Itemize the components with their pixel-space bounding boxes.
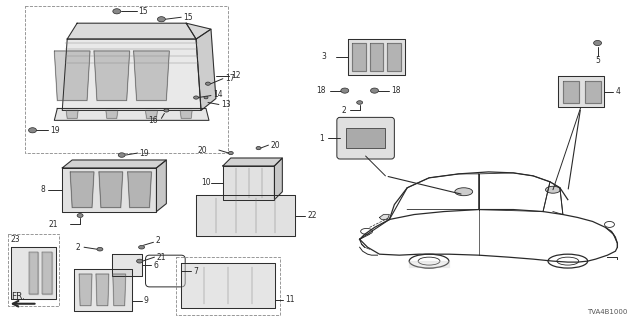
Polygon shape xyxy=(145,110,157,118)
Text: 20: 20 xyxy=(271,140,280,150)
Polygon shape xyxy=(112,254,141,276)
Ellipse shape xyxy=(194,96,198,99)
Polygon shape xyxy=(352,43,365,71)
Text: 5: 5 xyxy=(595,56,600,65)
Text: 11: 11 xyxy=(285,295,295,304)
Text: 1: 1 xyxy=(319,134,324,143)
Ellipse shape xyxy=(356,101,363,104)
Ellipse shape xyxy=(113,9,121,14)
Text: 21: 21 xyxy=(156,253,166,262)
Polygon shape xyxy=(62,39,201,110)
Polygon shape xyxy=(66,110,78,118)
Text: 12: 12 xyxy=(231,71,240,80)
Ellipse shape xyxy=(77,213,83,218)
Polygon shape xyxy=(196,195,295,236)
Bar xyxy=(176,257,280,315)
Polygon shape xyxy=(62,168,156,212)
Polygon shape xyxy=(186,23,211,39)
Polygon shape xyxy=(156,160,166,212)
Ellipse shape xyxy=(136,259,143,263)
Text: 3: 3 xyxy=(321,52,326,61)
Polygon shape xyxy=(223,158,282,166)
Ellipse shape xyxy=(228,151,233,155)
Bar xyxy=(346,128,385,148)
Ellipse shape xyxy=(455,188,473,196)
Ellipse shape xyxy=(371,88,378,93)
Text: 7: 7 xyxy=(193,267,198,276)
Polygon shape xyxy=(67,23,196,39)
Text: 15: 15 xyxy=(183,13,193,22)
Ellipse shape xyxy=(545,186,561,193)
Text: 15: 15 xyxy=(139,7,148,16)
Polygon shape xyxy=(128,172,152,208)
Text: 2: 2 xyxy=(156,236,160,245)
Polygon shape xyxy=(134,51,170,100)
Text: 8: 8 xyxy=(40,185,45,194)
Polygon shape xyxy=(99,172,123,208)
Polygon shape xyxy=(11,247,56,299)
Ellipse shape xyxy=(139,245,145,249)
Text: 19: 19 xyxy=(140,148,149,157)
Ellipse shape xyxy=(97,247,103,251)
Text: 16: 16 xyxy=(148,116,158,125)
Text: 19: 19 xyxy=(51,126,60,135)
Polygon shape xyxy=(42,252,52,294)
Text: 21: 21 xyxy=(49,220,58,229)
Polygon shape xyxy=(94,51,130,100)
Polygon shape xyxy=(70,172,94,208)
Text: 13: 13 xyxy=(221,100,230,109)
Bar xyxy=(24,6,228,153)
Polygon shape xyxy=(585,81,600,102)
Polygon shape xyxy=(558,76,604,108)
Polygon shape xyxy=(54,51,90,100)
Text: 22: 22 xyxy=(307,211,317,220)
Polygon shape xyxy=(74,269,132,311)
Ellipse shape xyxy=(341,88,349,93)
Ellipse shape xyxy=(118,153,125,157)
Polygon shape xyxy=(62,160,166,168)
Text: 20: 20 xyxy=(197,146,207,155)
Text: 4: 4 xyxy=(616,87,620,96)
Text: 9: 9 xyxy=(143,296,148,305)
Ellipse shape xyxy=(256,147,261,150)
Polygon shape xyxy=(275,158,282,200)
Polygon shape xyxy=(29,252,38,294)
Text: 23: 23 xyxy=(11,235,20,244)
Bar xyxy=(8,234,60,306)
Text: 14: 14 xyxy=(213,90,223,99)
Polygon shape xyxy=(180,110,192,118)
Text: TVA4B1000: TVA4B1000 xyxy=(587,309,627,315)
Text: 18: 18 xyxy=(316,86,326,95)
Ellipse shape xyxy=(594,40,602,46)
Text: 2: 2 xyxy=(76,243,80,252)
Polygon shape xyxy=(113,274,125,306)
Polygon shape xyxy=(196,29,216,110)
Polygon shape xyxy=(348,39,405,75)
Polygon shape xyxy=(563,81,579,102)
Text: 10: 10 xyxy=(201,178,211,187)
Polygon shape xyxy=(387,43,401,71)
Polygon shape xyxy=(223,166,275,200)
Polygon shape xyxy=(96,274,109,306)
Ellipse shape xyxy=(205,82,211,85)
Text: 6: 6 xyxy=(154,260,158,269)
FancyBboxPatch shape xyxy=(337,117,394,159)
Polygon shape xyxy=(106,110,118,118)
Polygon shape xyxy=(181,263,275,308)
Ellipse shape xyxy=(164,109,169,112)
Text: FR.: FR. xyxy=(11,292,24,301)
Text: 2: 2 xyxy=(341,106,346,115)
Text: 18: 18 xyxy=(392,86,401,95)
Polygon shape xyxy=(54,108,209,120)
Polygon shape xyxy=(369,43,383,71)
Polygon shape xyxy=(380,214,389,220)
Ellipse shape xyxy=(157,17,165,22)
Ellipse shape xyxy=(29,128,36,133)
Text: 17: 17 xyxy=(225,74,234,83)
Polygon shape xyxy=(79,274,92,306)
Ellipse shape xyxy=(204,96,208,99)
